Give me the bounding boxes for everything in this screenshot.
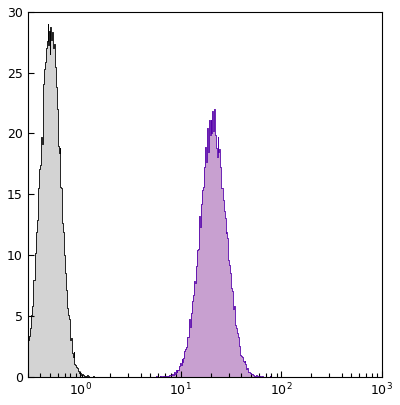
Polygon shape <box>28 24 382 377</box>
Polygon shape <box>28 109 382 377</box>
